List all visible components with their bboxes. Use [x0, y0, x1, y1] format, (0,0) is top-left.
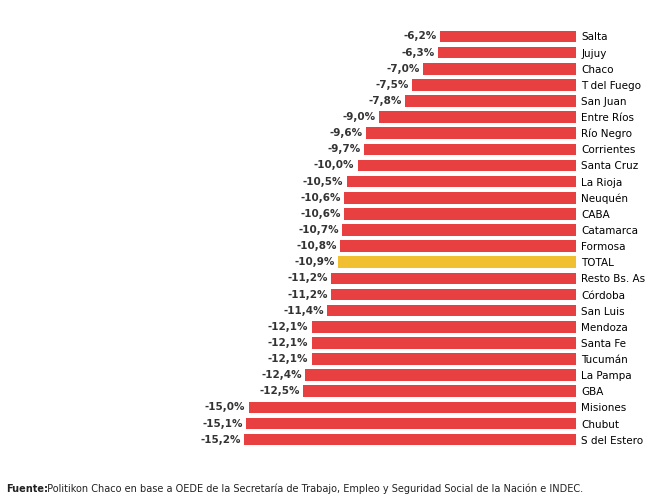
Text: Fuente:: Fuente: — [7, 484, 48, 494]
Bar — [303, 385, 576, 397]
Text: -9,6%: -9,6% — [330, 128, 363, 138]
Text: -12,1%: -12,1% — [268, 338, 309, 348]
Bar — [345, 208, 576, 220]
Text: -7,5%: -7,5% — [375, 80, 409, 90]
Bar — [438, 47, 576, 59]
Bar — [312, 353, 576, 365]
Text: -10,8%: -10,8% — [296, 241, 337, 251]
Bar — [338, 256, 576, 268]
Bar — [345, 192, 576, 203]
Bar — [332, 289, 576, 301]
Text: Politikon Chaco en base a OEDE de la Secretaría de Trabajo, Empleo y Seguridad S: Politikon Chaco en base a OEDE de la Sec… — [44, 483, 583, 494]
Bar — [247, 418, 576, 430]
Bar — [358, 160, 576, 171]
Bar — [305, 370, 576, 381]
Text: -7,8%: -7,8% — [369, 96, 402, 106]
Text: -12,1%: -12,1% — [268, 322, 309, 332]
Bar — [366, 127, 576, 139]
Text: -12,4%: -12,4% — [262, 370, 302, 380]
Bar — [327, 305, 576, 316]
Text: -15,1%: -15,1% — [203, 419, 243, 429]
Text: -10,9%: -10,9% — [294, 257, 335, 267]
Text: -6,2%: -6,2% — [404, 31, 437, 42]
Bar — [405, 95, 576, 107]
Text: -12,1%: -12,1% — [268, 354, 309, 364]
Bar — [340, 241, 576, 252]
Bar — [312, 337, 576, 349]
Bar — [347, 176, 576, 187]
Text: -9,7%: -9,7% — [328, 144, 361, 154]
Text: -10,7%: -10,7% — [298, 225, 339, 235]
Text: -15,2%: -15,2% — [200, 434, 241, 445]
Text: -10,6%: -10,6% — [301, 209, 341, 219]
Bar — [423, 63, 576, 74]
Text: -15,0%: -15,0% — [205, 402, 245, 413]
Text: -10,5%: -10,5% — [303, 177, 343, 186]
Text: -6,3%: -6,3% — [402, 48, 435, 58]
Text: -11,2%: -11,2% — [288, 273, 328, 283]
Text: -11,2%: -11,2% — [288, 290, 328, 300]
Bar — [342, 224, 576, 236]
Bar — [379, 111, 576, 123]
Text: -9,0%: -9,0% — [343, 112, 376, 122]
Text: -7,0%: -7,0% — [387, 63, 420, 74]
Text: -10,0%: -10,0% — [314, 161, 354, 171]
Text: -12,5%: -12,5% — [259, 386, 300, 396]
Bar — [332, 273, 576, 284]
Bar — [412, 79, 576, 91]
Text: -11,4%: -11,4% — [283, 306, 324, 315]
Bar — [364, 143, 576, 155]
Text: -10,6%: -10,6% — [301, 193, 341, 203]
Bar — [312, 321, 576, 333]
Bar — [244, 434, 576, 445]
Bar — [440, 31, 576, 42]
Bar — [249, 402, 576, 413]
